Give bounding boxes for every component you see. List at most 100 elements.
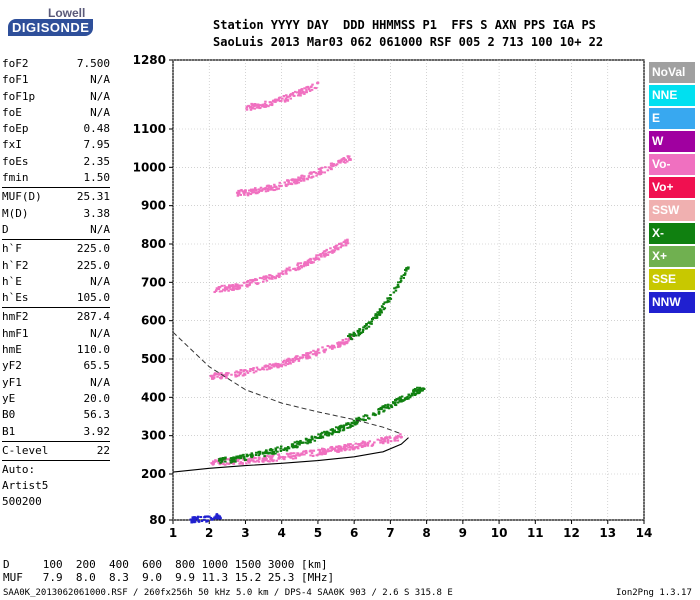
echo-point bbox=[340, 244, 343, 247]
echo-point bbox=[302, 265, 306, 268]
echo-point bbox=[219, 372, 222, 375]
echo-point bbox=[279, 100, 282, 103]
echo-point bbox=[232, 458, 236, 461]
echo-point bbox=[245, 462, 248, 465]
echo-point bbox=[342, 425, 345, 428]
echo-point bbox=[384, 437, 387, 440]
echo-point bbox=[225, 373, 229, 376]
echo-point bbox=[355, 417, 358, 420]
echo-point bbox=[283, 458, 286, 461]
echo-point bbox=[407, 393, 410, 396]
echo-point bbox=[317, 448, 320, 451]
echo-point bbox=[397, 397, 400, 400]
echo-point bbox=[327, 431, 330, 434]
echo-point bbox=[277, 187, 280, 190]
echo-point bbox=[386, 406, 389, 409]
echo-point bbox=[319, 432, 323, 435]
echo-point bbox=[301, 177, 304, 180]
echo-point bbox=[236, 283, 239, 286]
echo-point bbox=[248, 282, 251, 285]
echo-point bbox=[351, 424, 354, 427]
echo-point bbox=[280, 272, 284, 275]
echo-point bbox=[252, 191, 256, 194]
echo-point bbox=[292, 446, 295, 449]
echo-point bbox=[242, 369, 245, 372]
echo-point bbox=[336, 248, 340, 251]
echo-point bbox=[386, 405, 389, 408]
echo-point bbox=[312, 449, 316, 452]
echo-point bbox=[252, 371, 256, 374]
param-value: 22 bbox=[96, 443, 110, 457]
echo-point bbox=[370, 444, 374, 447]
param-value: 105.0 bbox=[76, 291, 110, 305]
echo-point bbox=[211, 377, 214, 380]
param-name: yE bbox=[2, 391, 16, 405]
echo-point bbox=[384, 404, 387, 407]
param-divider bbox=[2, 307, 110, 309]
echo-point bbox=[196, 515, 200, 518]
echo-point bbox=[374, 317, 377, 320]
param-row: h`Es 105.0 bbox=[2, 290, 110, 306]
param-value: 3.38 bbox=[83, 206, 111, 220]
echo-point bbox=[268, 460, 271, 463]
echo-point bbox=[399, 281, 402, 284]
param-value: N/A bbox=[90, 274, 110, 288]
echo-point bbox=[242, 458, 245, 461]
echo-point bbox=[232, 287, 235, 290]
echo-point bbox=[369, 322, 372, 325]
echo-point bbox=[259, 186, 263, 189]
param-value: 1.50 bbox=[83, 171, 111, 185]
echo-point bbox=[367, 325, 371, 328]
y-tick-label: 800 bbox=[141, 237, 166, 251]
echo-point bbox=[217, 514, 220, 517]
echo-point bbox=[376, 313, 380, 316]
echo-point bbox=[319, 170, 323, 173]
echo-point bbox=[323, 171, 326, 174]
echo-point bbox=[348, 158, 351, 161]
echo-point bbox=[218, 463, 222, 466]
echo-point bbox=[215, 373, 219, 376]
param-row: h`F 225.0 bbox=[2, 241, 110, 257]
echo-point bbox=[270, 452, 273, 455]
echo-point bbox=[296, 94, 300, 97]
echo-point bbox=[372, 412, 375, 415]
echo-point bbox=[243, 190, 247, 193]
echo-point bbox=[257, 450, 261, 453]
echo-point bbox=[414, 388, 417, 391]
echo-point bbox=[239, 455, 243, 458]
echo-point bbox=[353, 332, 356, 335]
echo-point bbox=[254, 189, 258, 192]
echo-point bbox=[405, 267, 408, 270]
echo-point bbox=[337, 431, 341, 434]
echo-point bbox=[296, 357, 299, 360]
echo-point bbox=[358, 444, 361, 447]
echo-point bbox=[345, 448, 348, 451]
echo-point bbox=[379, 406, 383, 409]
echo-point bbox=[327, 448, 330, 451]
echo-point bbox=[417, 388, 420, 391]
echo-point bbox=[349, 423, 352, 426]
echo-point bbox=[276, 366, 279, 369]
echo-point bbox=[246, 285, 249, 288]
echo-point bbox=[264, 277, 268, 280]
param-name: C-level bbox=[2, 443, 49, 457]
echo-point bbox=[356, 330, 360, 333]
echo-point bbox=[396, 436, 399, 439]
echo-point bbox=[319, 172, 323, 175]
echo-point bbox=[344, 338, 348, 341]
echo-point bbox=[315, 352, 318, 355]
echo-point bbox=[285, 272, 288, 275]
echo-point bbox=[284, 361, 288, 364]
echo-point bbox=[261, 105, 264, 108]
echo-point bbox=[297, 265, 300, 268]
echo-point bbox=[292, 452, 296, 455]
echo-point bbox=[273, 188, 276, 191]
echo-point bbox=[334, 245, 338, 248]
echo-point bbox=[320, 453, 324, 456]
echo-point bbox=[378, 308, 382, 311]
echo-point bbox=[330, 168, 333, 171]
echo-point bbox=[319, 434, 322, 437]
echo-point bbox=[334, 164, 338, 167]
echo-point bbox=[219, 376, 222, 379]
echo-point bbox=[346, 160, 349, 163]
